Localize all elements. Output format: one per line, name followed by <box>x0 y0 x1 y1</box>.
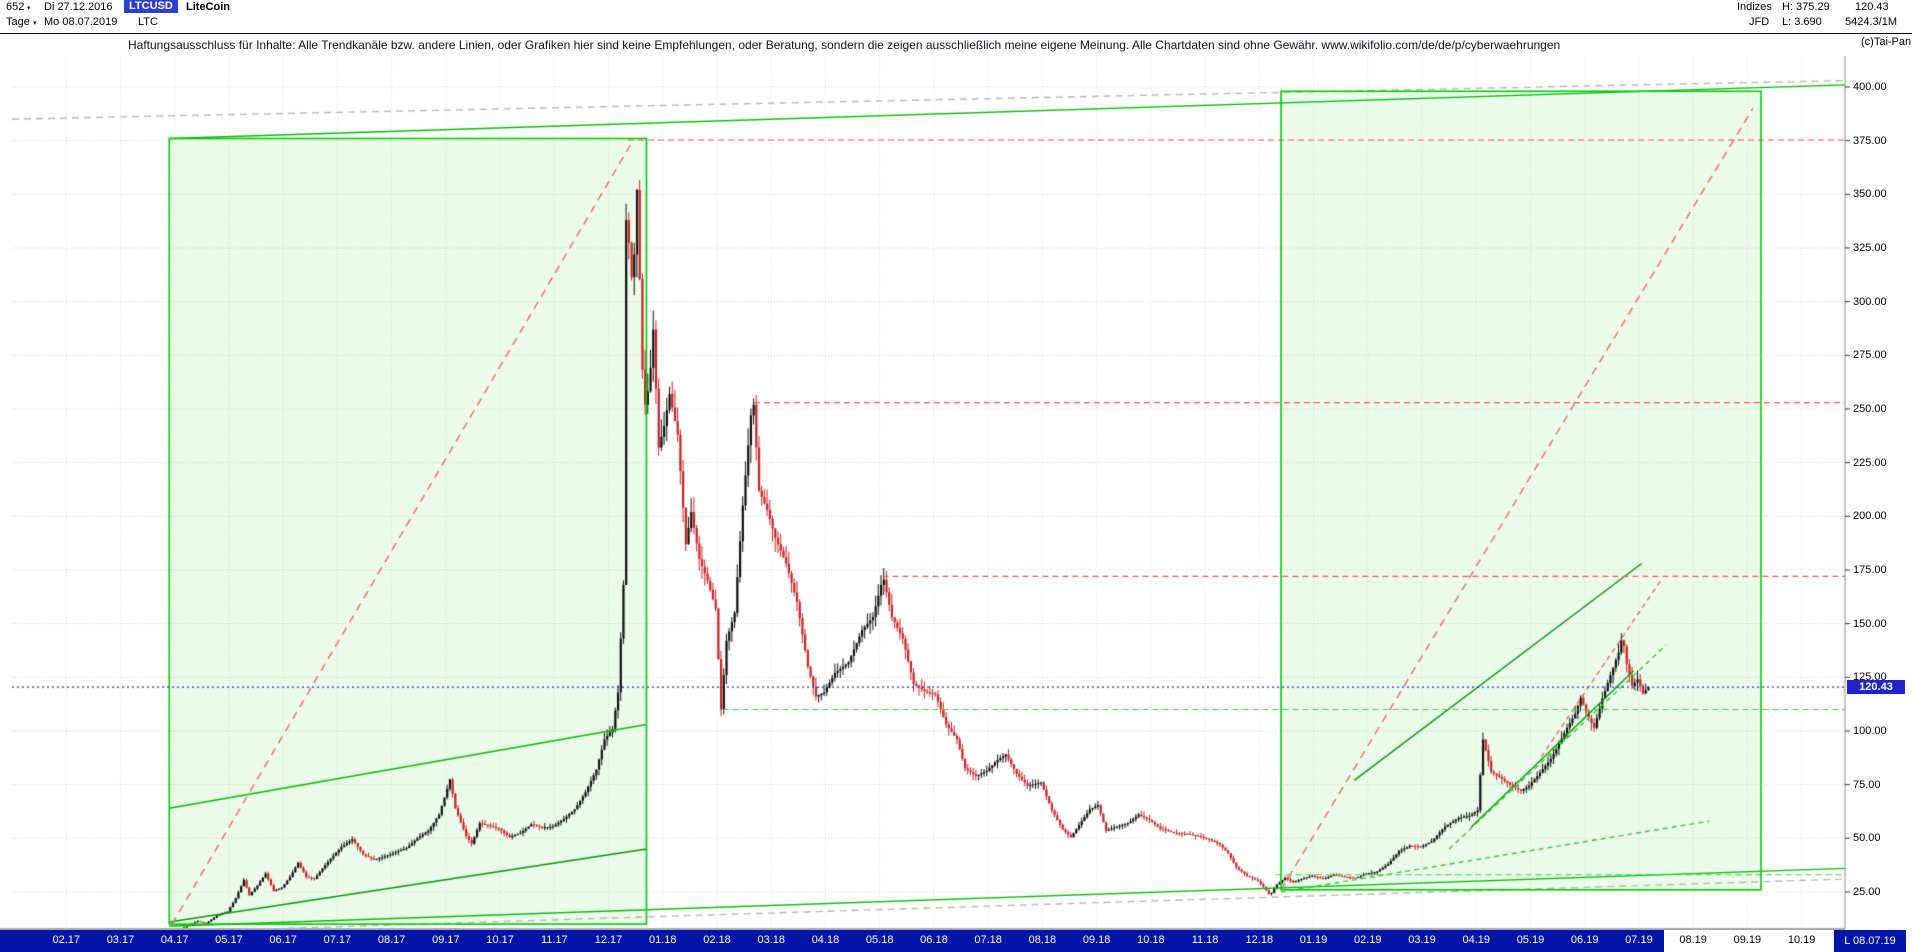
x-axis-label: 03.18 <box>757 934 785 946</box>
y-axis-label: 200.00 <box>1853 510 1887 523</box>
x-axis-label: 07.18 <box>974 934 1002 946</box>
x-axis-label: 09.17 <box>432 934 460 946</box>
x-axis-label: 02.17 <box>52 934 80 946</box>
data-range-bar <box>0 930 1664 952</box>
x-axis-label: 03.17 <box>106 934 135 946</box>
x-axis-label: 04.17 <box>160 934 189 946</box>
indices-label: Indizes <box>1737 1 1772 13</box>
high-value: H: 375.29 <box>1782 1 1830 13</box>
disclaimer-text: Haftungsausschluss für Inhalte: Alle Tre… <box>128 38 1561 52</box>
low-value: L: 3.690 <box>1782 16 1822 28</box>
symbol-short-label: LTC <box>138 16 158 28</box>
x-axis-label: 05.18 <box>865 934 894 946</box>
x-axis-label: 08.18 <box>1028 934 1057 946</box>
x-axis-label: 06.19 <box>1570 934 1599 946</box>
x-axis-label: 04.19 <box>1462 934 1490 946</box>
x-axis-label: 10.19 <box>1787 934 1816 946</box>
date-from-field[interactable]: Di 27.12.2016 <box>44 1 113 13</box>
x-axis-label: 06.18 <box>920 934 948 946</box>
volume-value: 5424.3/1M <box>1845 16 1897 28</box>
y-axis-label: 150.00 <box>1853 617 1887 630</box>
y-axis-label: 400.00 <box>1853 80 1887 93</box>
timeframe-select[interactable]: Tage <box>6 16 30 28</box>
x-axis-label: 09.19 <box>1733 934 1762 946</box>
x-axis-label: 02.18 <box>703 934 731 946</box>
x-axis-label: 04.18 <box>811 934 840 946</box>
x-axis-label: 10.17 <box>486 934 514 946</box>
x-axis-label: 07.17 <box>323 934 352 946</box>
x-axis-label: 11.18 <box>1191 934 1219 946</box>
y-axis-label: 175.00 <box>1853 563 1887 576</box>
x-axis-label: 01.19 <box>1299 934 1328 946</box>
x-axis-label: 06.17 <box>269 934 297 946</box>
x-axis-label: 12.17 <box>594 934 623 946</box>
bars-count-select[interactable]: 652 <box>6 1 25 13</box>
x-axis-label: 09.18 <box>1082 934 1111 946</box>
date-to-field[interactable]: Mo 08.07.2019 <box>44 16 118 28</box>
y-axis-label: 375.00 <box>1853 134 1887 147</box>
x-axis-label: 12.18 <box>1245 934 1274 946</box>
y-axis-label: 75.00 <box>1853 778 1881 791</box>
chevron-down-icon[interactable]: ▾ <box>33 20 37 27</box>
copyright-label: (c)Tai-Pan <box>1861 36 1912 48</box>
last-price-badge: 120.43 <box>1847 680 1905 695</box>
y-axis-label: 100.00 <box>1853 724 1887 737</box>
x-axis-label: 05.17 <box>215 934 243 946</box>
instrument-name: LiteCoin <box>186 1 230 13</box>
y-axis-label: 350.00 <box>1853 188 1887 201</box>
x-axis-label: 07.19 <box>1625 934 1653 946</box>
symbol-field[interactable]: LTCUSD <box>124 0 178 13</box>
last-price-value: 120.43 <box>1855 1 1889 13</box>
chevron-down-icon[interactable]: ▾ <box>27 5 31 12</box>
x-axis-label: 02.19 <box>1354 934 1382 946</box>
y-axis-label: 50.00 <box>1853 832 1881 845</box>
feed-label: JFD <box>1749 16 1770 28</box>
y-axis-label: 225.00 <box>1853 456 1887 469</box>
y-axis-label: 25.00 <box>1853 885 1881 898</box>
time-axis: 02.17 03.17 04.17 05.17 06.17 07.17 08.17 09.17… <box>0 930 1912 952</box>
x-axis-label: 03.19 <box>1408 934 1436 946</box>
x-axis-label: 01.18 <box>649 934 677 946</box>
y-axis-label: 250.00 <box>1853 402 1887 415</box>
last-date-badge: L 08.07.19 <box>1834 930 1906 952</box>
y-axis-label: 300.00 <box>1853 295 1887 308</box>
y-axis-label: 325.00 <box>1853 241 1887 254</box>
header-divider <box>0 33 1912 34</box>
x-axis-label: 11.17 <box>540 934 568 946</box>
x-axis-label: 08.19 <box>1679 934 1707 946</box>
y-axis-label: 275.00 <box>1853 349 1887 362</box>
x-axis-label: 10.18 <box>1137 934 1165 946</box>
x-axis-label: 08.17 <box>377 934 406 946</box>
x-axis-label: 05.19 <box>1516 934 1545 946</box>
